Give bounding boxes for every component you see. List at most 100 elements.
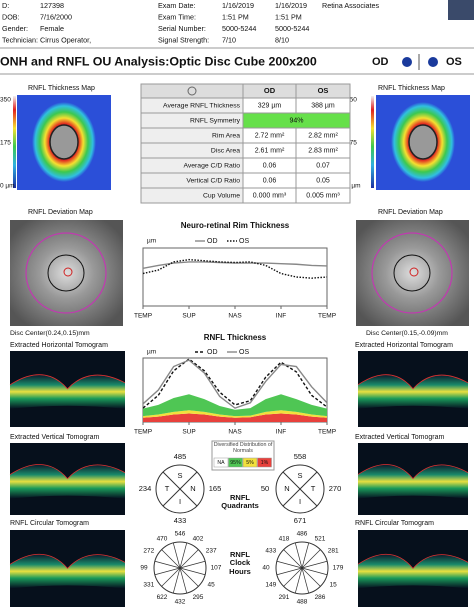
header-field: 1:51 PM <box>275 12 302 21</box>
section-title: RNFL Circular Tomogram <box>355 520 434 527</box>
legend-label: NA <box>217 460 225 466</box>
clock-value: 622 <box>157 594 168 601</box>
legend-swatch <box>257 457 272 468</box>
clock-spoke <box>294 567 303 594</box>
page-title: ONH and RNFL OU Analysis:Optic Disc Cube… <box>0 54 317 68</box>
clock-value: 15 <box>330 582 338 589</box>
clock-spoke <box>154 560 181 569</box>
clock-spoke <box>301 567 310 594</box>
clock-value: 486 <box>297 531 308 538</box>
header-field: 1:51 PM <box>222 12 249 21</box>
header-field: 1/16/2019 <box>275 1 307 10</box>
section-title: RNFL Thickness Map <box>28 85 95 92</box>
eye-label: OS <box>446 56 462 68</box>
table-header-label: OS <box>318 86 329 95</box>
clock-value: 470 <box>157 535 168 542</box>
quadrant-value: 433 <box>174 516 187 525</box>
cup-outline <box>63 267 73 277</box>
cup-outline <box>409 267 419 277</box>
section-title: RNFL Deviation Map <box>378 209 443 216</box>
clock-value: 286 <box>315 594 326 601</box>
header-field: D: <box>2 1 9 10</box>
header-field: 5000-5244 <box>222 24 256 33</box>
table-row-label: Rim Area <box>212 132 240 139</box>
chart-title: RNFL Thickness <box>204 333 267 342</box>
clock-spoke <box>179 542 188 569</box>
normal-band <box>143 410 327 418</box>
section-title: RNFL Clock Hours <box>229 550 251 576</box>
legend-label: OS <box>239 349 249 356</box>
header-field: Gender: <box>2 24 28 33</box>
scan-circle <box>371 232 453 314</box>
quadrant-value: 485 <box>174 452 187 461</box>
x-tick-label: INF <box>276 429 287 436</box>
table-row-label: Average C/D Ratio <box>183 162 240 169</box>
legend-label: OS <box>239 238 249 245</box>
clock-spoke <box>179 567 206 576</box>
clock-value: 45 <box>208 582 216 589</box>
normal-band <box>143 394 327 417</box>
clock-value: 272 <box>143 548 154 555</box>
table-value: 0.000 mm³ <box>253 192 287 199</box>
retina-layer <box>10 554 125 589</box>
clock-spoke <box>276 560 303 569</box>
table-value: 388 µm <box>311 102 335 109</box>
table-value: 2.61 mm² <box>255 147 285 154</box>
clock-spoke <box>179 549 199 569</box>
clock-spoke <box>294 542 303 569</box>
chart-title: Neuro-retinal Rim Thickness <box>181 221 290 230</box>
scale-label: 175 <box>0 140 11 147</box>
quadrant-divider <box>162 471 198 507</box>
deviation-map <box>356 220 469 326</box>
table-row-label: Vertical C/D Ratio <box>186 177 240 184</box>
disc-center: Disc Center(0.24,0.15)mm <box>10 330 90 337</box>
eye-dot <box>402 57 412 67</box>
section-title: RNFL Circular Tomogram <box>10 520 89 527</box>
clock-spoke <box>283 567 303 587</box>
sector-letter: T <box>311 484 316 493</box>
sector-letter: I <box>179 497 181 506</box>
clock-value: 418 <box>279 535 290 542</box>
series-line <box>143 258 327 279</box>
scan-circle <box>25 232 107 314</box>
axis-unit: µm <box>147 349 156 356</box>
clock-value: 488 <box>297 599 308 606</box>
x-tick-label: SUP <box>182 313 195 320</box>
deviation-map <box>10 220 123 326</box>
clock-spoke <box>154 567 181 576</box>
retina-layer <box>10 374 125 409</box>
boundary-line <box>357 553 469 569</box>
clock-value: 281 <box>328 548 339 555</box>
header-field: 7/10 <box>222 35 236 44</box>
header-field: 127398 <box>40 1 64 10</box>
clock-value: 402 <box>193 535 204 542</box>
quadrant-value: 270 <box>329 484 342 493</box>
header-field: Cirrus Operator, <box>40 35 91 44</box>
quadrant-value: 50 <box>261 484 269 493</box>
quadrant-value: 558 <box>294 452 307 461</box>
clock-spoke <box>301 567 321 587</box>
boundary-line <box>357 464 469 480</box>
scale-label: 0 µm <box>346 183 361 190</box>
legend-swatch <box>242 457 258 468</box>
quadrant-value: 671 <box>294 516 307 525</box>
x-tick-label: NAS <box>228 313 242 320</box>
boundary-line <box>357 374 469 390</box>
sector-letter: N <box>190 484 195 493</box>
sector-letter: T <box>165 484 170 493</box>
table-value: 94% <box>289 117 303 124</box>
header-field: Technician: <box>2 35 38 44</box>
clock-value: 99 <box>140 565 148 572</box>
x-tick-label: TEMP <box>134 313 152 320</box>
scale-label: 350 <box>346 97 357 104</box>
optic-disc <box>49 124 79 160</box>
retina-layer <box>358 554 468 589</box>
clock-value: 433 <box>265 548 276 555</box>
sector-letter: S <box>297 471 302 480</box>
series-line <box>143 358 327 409</box>
x-tick-label: INF <box>276 313 287 320</box>
clock-value: 291 <box>279 594 290 601</box>
clock-value: 295 <box>193 594 204 601</box>
